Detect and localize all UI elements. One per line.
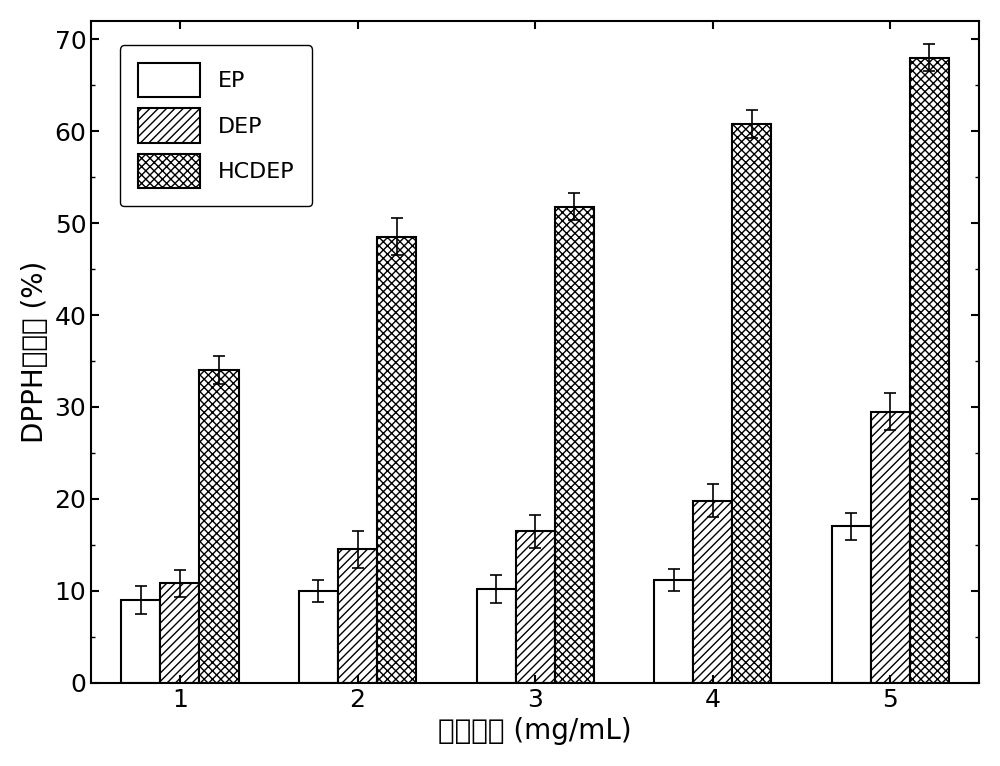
- Bar: [338, 549, 377, 683]
- Bar: [693, 501, 732, 683]
- Bar: [516, 531, 555, 683]
- Bar: [199, 370, 239, 683]
- Bar: [477, 589, 516, 683]
- Y-axis label: DPPH清除率 (%): DPPH清除率 (%): [21, 260, 49, 443]
- Bar: [832, 526, 871, 683]
- Bar: [160, 584, 199, 683]
- Bar: [732, 124, 771, 683]
- Bar: [871, 411, 910, 683]
- Bar: [377, 237, 416, 683]
- Bar: [654, 580, 693, 683]
- Bar: [910, 57, 949, 683]
- X-axis label: 样品浓度 (mg/mL): 样品浓度 (mg/mL): [438, 717, 632, 745]
- Bar: [121, 600, 160, 683]
- Bar: [555, 207, 594, 683]
- Legend: EP, DEP, HCDEP: EP, DEP, HCDEP: [120, 45, 312, 206]
- Bar: [299, 591, 338, 683]
